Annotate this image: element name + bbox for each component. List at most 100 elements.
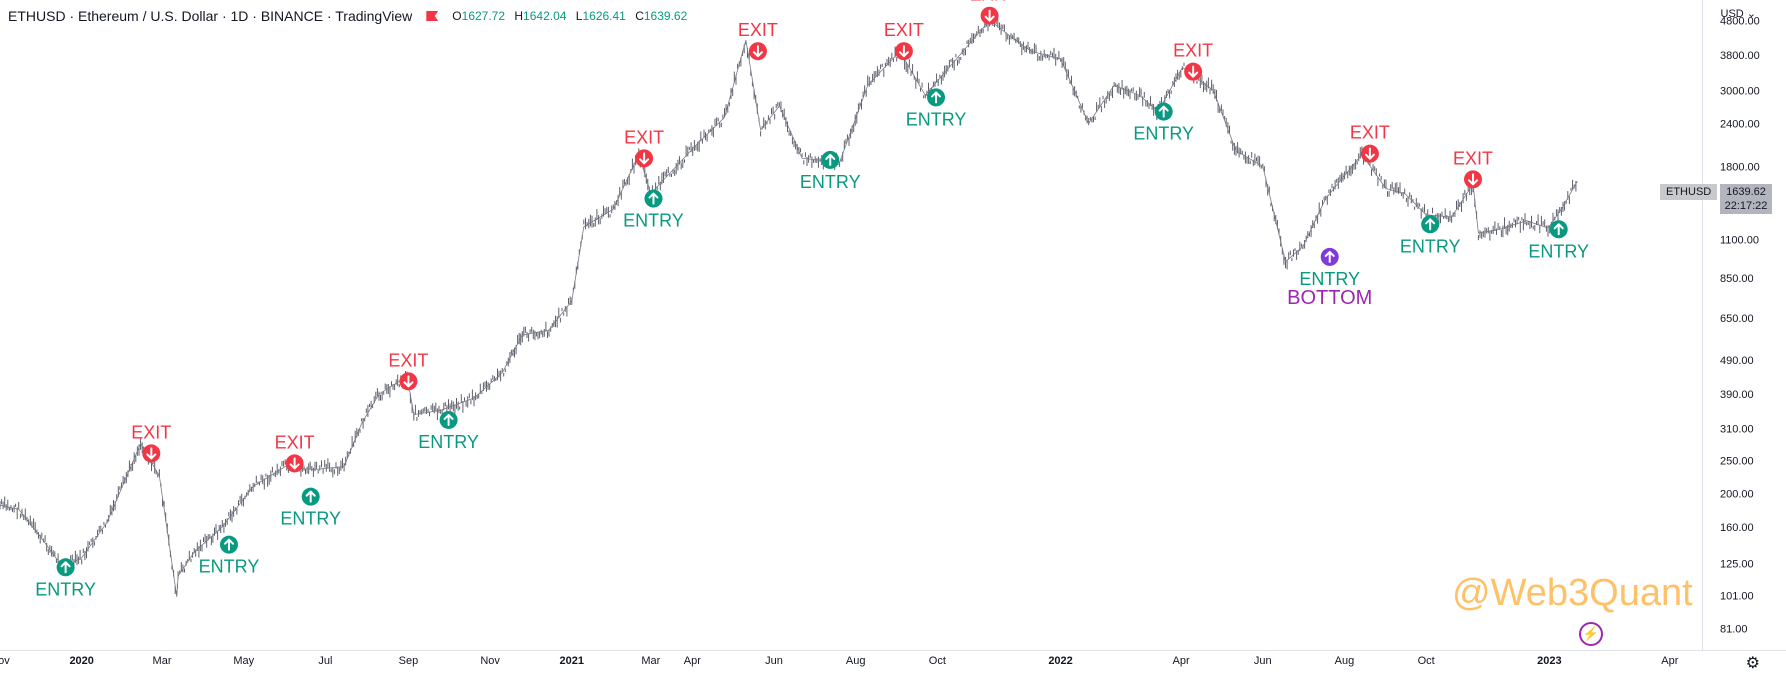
y-tick-label: 850.00 <box>1720 273 1754 285</box>
arrow-glyph <box>1158 105 1169 118</box>
y-tick-label: 4800.00 <box>1720 15 1760 27</box>
x-tick-label: Jun <box>765 655 783 667</box>
y-tick-label: 2400.00 <box>1720 119 1760 131</box>
x-tick-label: Apr <box>1661 655 1678 667</box>
chart-header: ETHUSD · Ethereum / U.S. Dollar · 1D · B… <box>8 8 693 24</box>
x-tick-label: Jul <box>318 655 332 667</box>
x-tick-label: Nov <box>480 655 500 667</box>
y-tick-label: 81.00 <box>1720 623 1748 635</box>
entry-label: ENTRY <box>418 432 479 452</box>
exit-label: EXIT <box>738 20 778 40</box>
y-tick-label: 160.00 <box>1720 522 1754 534</box>
entry-marker[interactable]: ENTRY <box>800 150 861 192</box>
entry-label: ENTRY <box>1400 236 1461 256</box>
x-tick-label: Apr <box>684 655 701 667</box>
exit-label: EXIT <box>1453 148 1493 168</box>
entry-marker[interactable]: ENTRY <box>1133 102 1194 144</box>
y-tick-label: 1100.00 <box>1720 235 1759 247</box>
entry-label: ENTRY <box>199 557 260 577</box>
exit-label: EXIT <box>131 422 171 442</box>
x-tick-label: 2020 <box>69 655 93 667</box>
arrow-glyph <box>146 447 157 460</box>
x-tick-label: 2022 <box>1048 655 1072 667</box>
entry-marker[interactable]: ENTRY <box>1400 215 1461 256</box>
x-tick-label: Apr <box>1173 655 1190 667</box>
symbol-title[interactable]: ETHUSD · Ethereum / U.S. Dollar · 1D · B… <box>8 8 413 24</box>
exit-marker[interactable]: EXIT <box>1173 41 1213 81</box>
y-tick-label: 250.00 <box>1720 455 1754 467</box>
exit-marker[interactable]: EXIT <box>388 350 428 391</box>
exit-marker[interactable]: EXIT <box>884 20 924 61</box>
entry-label: ENTRY <box>1299 269 1360 289</box>
exit-marker[interactable]: EXIT <box>1453 148 1493 189</box>
exit-label: EXIT <box>275 432 315 452</box>
exit-marker[interactable]: EXIT <box>624 127 664 168</box>
flag-icon[interactable] <box>426 11 439 21</box>
entry-marker[interactable]: ENTRY <box>199 535 260 577</box>
arrow-glyph <box>931 91 942 104</box>
x-tick-label: 2021 <box>560 655 584 667</box>
entry-marker[interactable]: ENTRY <box>1528 220 1589 261</box>
bottom-label: BOTTOM <box>1287 287 1372 309</box>
arrow-glyph <box>289 457 300 470</box>
arrow-glyph <box>1188 65 1199 78</box>
arrow-glyph <box>1425 218 1436 231</box>
x-tick-label: Nov <box>0 655 10 667</box>
arrow-glyph <box>898 45 909 58</box>
entry-label: ENTRY <box>906 109 967 129</box>
ohlc-readout: O1627.72 H1642.04 L1626.41 C1639.62 <box>452 9 688 23</box>
entry-marker[interactable]: ENTRY <box>418 410 479 452</box>
price-line <box>0 19 1578 597</box>
exit-marker[interactable]: EXIT <box>131 422 171 463</box>
entry-label: ENTRY <box>800 172 861 192</box>
arrow-glyph <box>223 538 234 551</box>
exit-marker[interactable]: EXIT <box>738 20 778 61</box>
entry-marker[interactable]: ENTRY <box>906 88 967 129</box>
y-tick-label: 101.00 <box>1720 590 1754 602</box>
x-tick-label: 2023 <box>1537 655 1561 667</box>
exit-marker[interactable]: EXIT <box>275 432 315 473</box>
entry-label: ENTRY <box>623 211 684 231</box>
x-tick-label: Jun <box>1254 655 1272 667</box>
exit-marker[interactable]: EXIT <box>1350 123 1390 163</box>
entry-label: ENTRY <box>1133 124 1194 144</box>
arrow-glyph <box>648 192 659 205</box>
x-tick-label: Oct <box>1418 655 1435 667</box>
x-tick-label: Mar <box>641 655 660 667</box>
entry-marker[interactable]: ENTRY <box>280 487 341 529</box>
gear-icon[interactable]: ⚙ <box>1745 655 1760 672</box>
x-tick-label: Aug <box>846 655 866 667</box>
y-tick-label: 650.00 <box>1720 313 1754 325</box>
bar-countdown: 22:17:22 <box>1724 200 1768 212</box>
y-tick-label: 390.00 <box>1720 389 1754 401</box>
entry-marker[interactable]: ENTRY <box>623 189 684 231</box>
arrow-glyph <box>1553 223 1564 236</box>
arrow-glyph <box>1364 147 1375 160</box>
y-tick-label: 490.00 <box>1720 355 1754 367</box>
arrow-glyph <box>305 490 316 503</box>
time-axis-border <box>0 650 1786 651</box>
y-tick-label: 3000.00 <box>1720 85 1760 97</box>
exit-marker[interactable]: EXIT <box>970 0 1010 25</box>
exit-label: EXIT <box>970 0 1010 5</box>
entry-label: ENTRY <box>35 579 96 599</box>
arrow-glyph <box>1468 173 1479 186</box>
entry-label: ENTRY <box>280 509 341 529</box>
arrow-glyph <box>443 413 454 426</box>
arrow-glyph <box>825 153 836 166</box>
currency-selector[interactable]: USD ⌄ <box>1720 8 1757 20</box>
x-tick-label: Mar <box>153 655 172 667</box>
entry-marker[interactable]: ENTRY <box>35 558 96 599</box>
exit-label: EXIT <box>624 127 664 147</box>
y-tick-label: 310.00 <box>1720 423 1754 435</box>
lightning-icon[interactable]: ⚡ <box>1579 622 1603 646</box>
x-tick-label: May <box>233 655 254 667</box>
arrow-glyph <box>639 152 650 165</box>
exit-label: EXIT <box>388 350 428 370</box>
y-tick-label: 125.00 <box>1720 559 1754 571</box>
exit-label: EXIT <box>1173 41 1213 61</box>
watermark: @Web3Quant <box>1452 572 1693 614</box>
